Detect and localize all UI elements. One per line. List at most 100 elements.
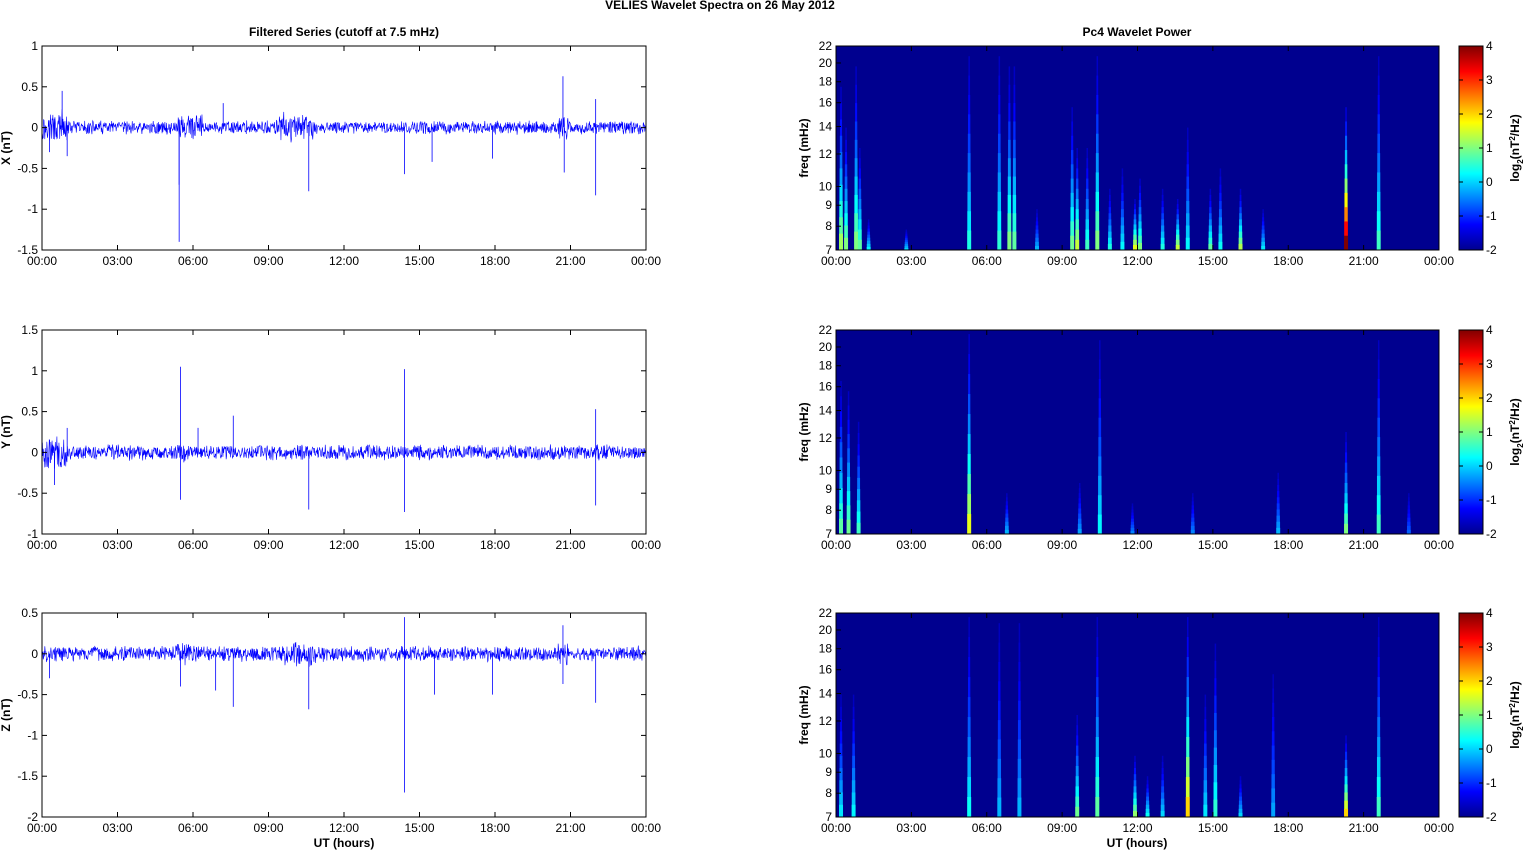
power-streak bbox=[1004, 525, 1009, 531]
power-streak bbox=[1007, 158, 1011, 177]
power-streak bbox=[1134, 761, 1136, 769]
power-streak bbox=[1344, 178, 1348, 194]
power-streak bbox=[1407, 497, 1410, 502]
freq-tick-label: 18 bbox=[819, 642, 833, 656]
power-streak bbox=[857, 455, 860, 468]
freq-tick-label: 7 bbox=[825, 243, 832, 257]
power-streak bbox=[1035, 241, 1039, 247]
power-streak bbox=[1160, 804, 1165, 812]
power-streak bbox=[1191, 501, 1194, 506]
y-tick-label: -1 bbox=[27, 202, 38, 216]
wavelet-x-tick-label: 03:00 bbox=[896, 821, 926, 835]
power-streak bbox=[1138, 221, 1142, 229]
power-streak bbox=[1120, 233, 1125, 243]
power-streak bbox=[1070, 192, 1074, 208]
power-streak bbox=[1086, 148, 1088, 159]
power-streak bbox=[1261, 225, 1265, 230]
power-streak bbox=[1176, 229, 1180, 236]
wavelet-x-tick-label: 00:00 bbox=[821, 821, 851, 835]
power-streak bbox=[1008, 66, 1011, 86]
power-streak bbox=[1271, 788, 1276, 804]
power-streak bbox=[839, 472, 843, 489]
power-streak bbox=[840, 103, 842, 120]
power-streak bbox=[1076, 148, 1078, 159]
power-streak bbox=[1075, 209, 1079, 220]
power-streak bbox=[1208, 237, 1213, 245]
power-streak bbox=[1186, 717, 1190, 738]
power-streak bbox=[1186, 677, 1189, 698]
wavelet-x-tick-label: 21:00 bbox=[1349, 538, 1379, 552]
power-streak bbox=[1239, 219, 1242, 226]
power-streak bbox=[1377, 737, 1381, 758]
power-streak bbox=[1007, 176, 1011, 196]
power-background bbox=[836, 613, 1439, 817]
power-streak bbox=[852, 719, 855, 732]
power-streak bbox=[1377, 637, 1380, 658]
power-streak bbox=[904, 245, 909, 249]
power-streak bbox=[1161, 768, 1164, 775]
power-streak bbox=[847, 462, 850, 478]
power-streak bbox=[1070, 235, 1075, 251]
power-streak bbox=[1186, 697, 1190, 718]
power-streak bbox=[1239, 792, 1242, 797]
power-streak bbox=[967, 133, 971, 154]
power-streak bbox=[1007, 213, 1012, 233]
series-x-tick-label: 15:00 bbox=[404, 254, 434, 268]
y-tick-label: 0 bbox=[31, 121, 38, 135]
power-background bbox=[836, 330, 1439, 534]
power-streak bbox=[1076, 158, 1079, 169]
power-streak bbox=[1133, 209, 1137, 215]
power-streak bbox=[1239, 213, 1242, 220]
power-streak bbox=[1086, 178, 1089, 190]
power-streak bbox=[1075, 229, 1080, 241]
power-streak bbox=[1161, 780, 1164, 787]
power-streak bbox=[968, 677, 971, 698]
power-streak bbox=[846, 505, 851, 521]
power-streak bbox=[1204, 731, 1207, 744]
power-streak bbox=[1070, 178, 1074, 194]
power-streak bbox=[1130, 527, 1135, 532]
power-streak bbox=[1120, 241, 1125, 251]
series-x-tick-label: 21:00 bbox=[555, 538, 585, 552]
power-streak bbox=[839, 503, 843, 520]
power-streak bbox=[1376, 514, 1381, 535]
power-streak bbox=[857, 477, 861, 490]
power-streak bbox=[1408, 493, 1410, 498]
power-streak bbox=[1272, 688, 1275, 704]
power-streak bbox=[1238, 225, 1243, 233]
power-streak bbox=[1133, 804, 1137, 812]
power-streak bbox=[852, 694, 855, 708]
power-streak bbox=[1377, 417, 1380, 438]
power-streak bbox=[1344, 493, 1348, 504]
power-streak bbox=[967, 737, 971, 758]
power-streak bbox=[1214, 678, 1217, 697]
power-streak bbox=[1187, 617, 1189, 638]
power-streak bbox=[1161, 219, 1165, 226]
power-streak bbox=[1376, 495, 1381, 516]
power-streak bbox=[1276, 521, 1281, 529]
power-streak bbox=[1272, 702, 1275, 718]
power-streak bbox=[1203, 792, 1208, 806]
series-x-tick-label: 03:00 bbox=[102, 254, 132, 268]
power-streak bbox=[1239, 776, 1242, 781]
power-streak bbox=[1276, 503, 1280, 510]
y-tick-label: -0.5 bbox=[17, 486, 38, 500]
power-streak bbox=[1138, 200, 1142, 208]
power-streak bbox=[1109, 188, 1111, 196]
power-streak bbox=[1377, 617, 1380, 638]
wavelet-x-tick-label: 06:00 bbox=[972, 254, 1002, 268]
power-streak bbox=[1219, 176, 1222, 186]
freq-tick-label: 14 bbox=[819, 120, 833, 134]
power-streak bbox=[1344, 759, 1348, 769]
power-streak bbox=[1238, 804, 1243, 810]
power-streak bbox=[967, 757, 971, 778]
power-streak bbox=[1203, 768, 1207, 781]
power-streak bbox=[1012, 176, 1016, 196]
power-streak bbox=[847, 405, 850, 421]
power-streak bbox=[1078, 513, 1082, 520]
power-streak bbox=[1204, 706, 1207, 720]
freq-tick-label: 22 bbox=[819, 606, 833, 620]
power-streak bbox=[857, 466, 860, 479]
power-streak bbox=[1376, 757, 1381, 778]
